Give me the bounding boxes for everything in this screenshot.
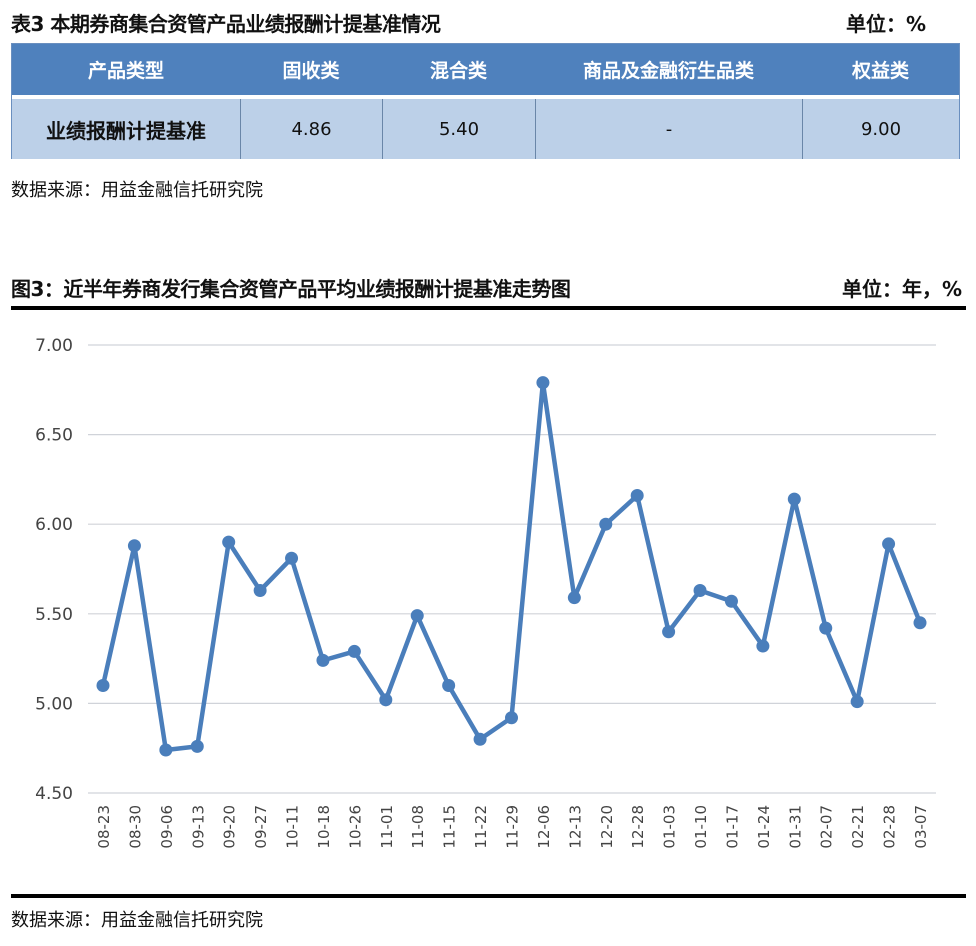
data-point bbox=[190, 739, 204, 753]
x-tick-label: 09-27 bbox=[252, 805, 270, 849]
data-point bbox=[347, 644, 361, 658]
header-product-type: 产品类型 bbox=[87, 60, 164, 82]
x-tick-label: 12-13 bbox=[566, 805, 584, 849]
y-tick-label: 6.00 bbox=[35, 515, 73, 535]
x-tick-label: 11-15 bbox=[441, 805, 459, 849]
y-tick-label: 6.50 bbox=[35, 426, 73, 446]
figure-top-rule bbox=[11, 306, 966, 310]
cell-equity: 9.00 bbox=[802, 99, 959, 159]
data-point bbox=[442, 678, 456, 692]
header-fixed-income: 固收类 bbox=[282, 60, 340, 82]
x-tick-label: 12-28 bbox=[629, 805, 647, 849]
table-row: 业绩报酬计提基准 4.86 5.40 - 9.00 bbox=[12, 99, 959, 159]
x-tick-label: 11-22 bbox=[472, 805, 490, 849]
x-tick-label: 11-01 bbox=[378, 805, 396, 849]
x-tick-label: 01-31 bbox=[786, 805, 804, 849]
data-point bbox=[567, 591, 581, 605]
data-line bbox=[100, 380, 923, 753]
data-point bbox=[724, 594, 738, 608]
table-source: 数据来源：用益金融信托研究院 bbox=[11, 180, 263, 201]
x-tick-label: 08-30 bbox=[126, 805, 144, 849]
data-point bbox=[316, 653, 330, 667]
figure-unit: 单位：年，% bbox=[842, 277, 963, 301]
cell-fixed-income: 4.86 bbox=[240, 99, 382, 159]
table-unit: 单位：% bbox=[846, 12, 927, 36]
data-point bbox=[536, 376, 550, 390]
table-title: 表3 本期券商集合资管产品业绩报酬计提基准情况 bbox=[11, 12, 441, 36]
data-point bbox=[505, 711, 518, 725]
x-tick-label: 09-20 bbox=[221, 805, 239, 849]
data-point bbox=[662, 625, 676, 639]
data-point bbox=[819, 621, 833, 635]
header-mixed: 混合类 bbox=[429, 60, 487, 82]
data-point bbox=[756, 639, 770, 653]
row-label: 业绩报酬计提基准 bbox=[46, 118, 206, 143]
header-commodity-derivative: 商品及金融衍生品类 bbox=[582, 60, 754, 82]
cell-mixed: 5.40 bbox=[382, 99, 535, 159]
data-point bbox=[222, 535, 236, 549]
x-tick-label: 02-07 bbox=[818, 805, 836, 849]
x-tick-label: 12-06 bbox=[535, 805, 553, 849]
x-tick-label: 01-03 bbox=[661, 805, 679, 849]
x-tick-label: 11-08 bbox=[409, 805, 427, 849]
y-tick-label: 5.50 bbox=[35, 605, 73, 625]
x-tick-label: 02-21 bbox=[849, 805, 867, 849]
y-tick-label: 5.00 bbox=[35, 694, 73, 714]
data-point bbox=[850, 695, 864, 709]
data-point bbox=[285, 551, 299, 565]
data-point bbox=[882, 537, 896, 551]
line-chart: 4.50 5.00 5.50 6.00 6.50 7.00 08-23 08-30 09-06 0… bbox=[35, 336, 936, 849]
y-tick-label: 7.00 bbox=[35, 336, 73, 356]
x-tick-label: 08-23 bbox=[95, 805, 113, 849]
data-point bbox=[159, 743, 173, 757]
x-tick-label: 10-11 bbox=[284, 805, 302, 849]
cell-commodity-derivative: - bbox=[535, 99, 802, 159]
table-header-row: 产品类型 固收类 混合类 商品及金融衍生品类 权益类 bbox=[12, 44, 959, 95]
header-equity: 权益类 bbox=[851, 60, 909, 82]
x-tick-label: 03-07 bbox=[912, 805, 930, 849]
x-tick-label: 02-28 bbox=[881, 805, 899, 849]
x-tick-label: 11-29 bbox=[504, 805, 522, 849]
data-point bbox=[127, 539, 141, 553]
data-point bbox=[913, 616, 927, 630]
data-point bbox=[410, 609, 424, 623]
figure-bottom-rule bbox=[11, 894, 966, 898]
data-point bbox=[787, 492, 801, 506]
x-tick-label: 10-18 bbox=[315, 805, 333, 849]
data-point bbox=[379, 693, 393, 707]
x-tick-label: 01-17 bbox=[723, 805, 741, 849]
x-tick-label: 09-06 bbox=[158, 805, 176, 849]
data-point bbox=[693, 584, 707, 598]
x-tick-label: 10-26 bbox=[346, 805, 364, 849]
data-point bbox=[253, 584, 267, 598]
x-tick-label: 09-13 bbox=[189, 805, 207, 849]
figure-source: 数据来源：用益金融信托研究院 bbox=[11, 910, 263, 931]
data-point bbox=[473, 732, 487, 746]
x-tick-label: 01-10 bbox=[692, 805, 710, 849]
x-tick-label: 01-24 bbox=[755, 805, 773, 849]
x-tick-label: 12-20 bbox=[598, 805, 616, 849]
y-tick-label: 4.50 bbox=[35, 784, 73, 804]
benchmark-table: 产品类型 固收类 混合类 商品及金融衍生品类 权益类 业绩报酬计提基准 4.86… bbox=[11, 43, 960, 159]
data-point bbox=[630, 489, 644, 503]
figure-title: 图3：近半年券商发行集合资管产品平均业绩报酬计提基准走势图 bbox=[11, 277, 571, 301]
data-point bbox=[599, 517, 613, 531]
data-point bbox=[96, 678, 110, 692]
